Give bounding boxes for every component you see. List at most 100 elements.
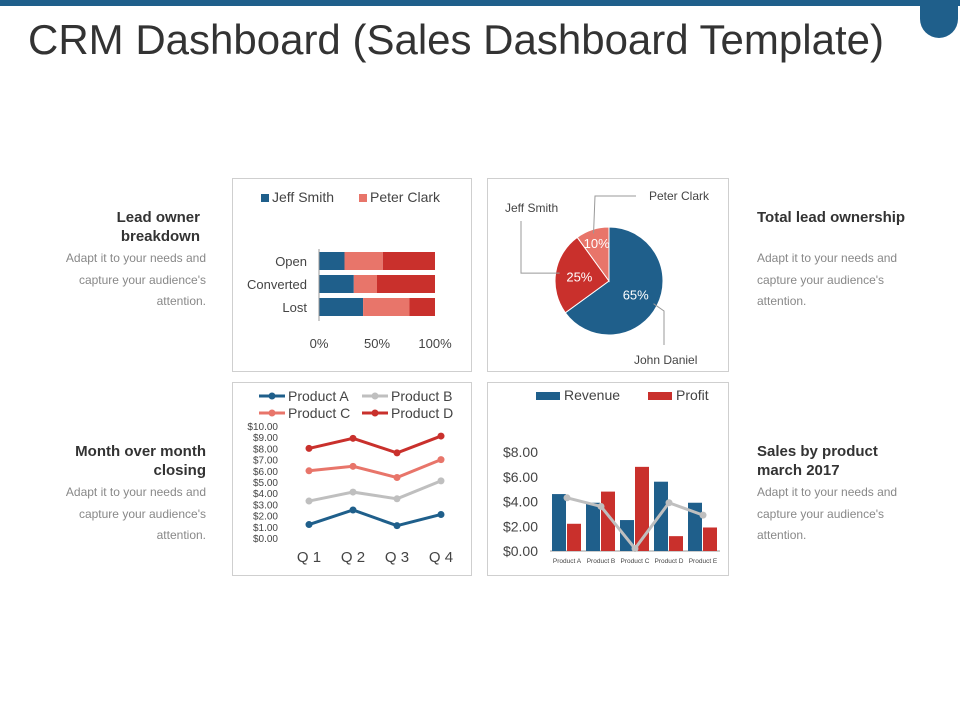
y-tick-label: $9.00 [253,433,278,444]
bar [654,481,668,551]
y-tick-label: $10.00 [247,422,278,433]
legend-marker [268,409,276,417]
sales-product-heading: Sales by product march 2017 [757,443,878,479]
y-tick-label: $2.00 [253,512,278,523]
series-line [308,458,442,480]
bar-segment [382,252,435,270]
series-line [308,479,442,503]
legend-marker [371,392,379,400]
x-tick-label: Q 1 [297,549,321,566]
bar [669,536,683,551]
bar [586,502,600,551]
month-closing-chart-panel: Product A Product B Product C Product D $0.0… [232,382,472,576]
data-point [305,521,313,529]
bar [703,527,717,551]
month-closing-heading: Month over month closing [75,443,206,478]
lead-owner-text: Adapt it to your needs and capture your … [65,251,206,308]
bar-segment [319,275,354,293]
data-point [597,502,605,510]
x-tick-label: 50% [364,336,390,351]
y-tick-label: $7.00 [253,456,278,467]
x-tick-label: Q 3 [385,549,409,566]
y-tick-label: $5.00 [253,478,278,489]
x-tick-label: 0% [310,336,329,351]
total-lead-text: Adapt it to your needs and capture your … [757,251,898,308]
y-tick-label: $2.00 [503,518,538,534]
legend-swatch [261,194,269,202]
bar-segment [353,275,377,293]
legend-swatch [648,392,672,400]
legend-label: Product B [391,388,452,404]
category-label: Open [275,254,307,269]
top-accent-bar [0,0,960,6]
data-point [393,449,401,457]
total-lead-pie-chart: 65% 25% 10% John Daniel Jeff Smith Peter Clar… [505,189,710,367]
category-label: Converted [247,277,307,292]
legend-swatch [359,194,367,202]
x-tick-label: 100% [418,336,452,351]
pie-slice [564,226,664,336]
pie-value-label: 65% [623,288,649,303]
bar-segment [363,298,410,316]
month-closing-text: Adapt it to your needs and capture your … [65,485,206,542]
y-tick-label: $8.00 [503,444,538,460]
series-line [308,434,442,455]
legend-label: Profit [676,387,709,403]
x-tick-label: Product C [621,558,650,565]
y-tick-label: $0.00 [253,534,278,545]
total-lead-heading: Total lead ownership [757,209,906,226]
data-point [665,499,673,507]
sales-product-text: Adapt it to your needs and capture your … [757,485,898,542]
bar [552,494,566,551]
leader-line [653,303,665,345]
pie-category-label: John Daniel [634,353,697,367]
y-tick-label: $1.00 [253,523,278,534]
pie-value-label: 25% [566,269,592,284]
bar-segment [377,275,435,293]
series-line [308,508,442,528]
data-point [699,511,707,519]
data-point [393,522,401,530]
category-label: Lost [282,300,307,315]
leader-line [520,221,560,274]
data-point [631,545,639,553]
bar-segment [409,298,435,316]
bar-segment [319,252,345,270]
legend-swatch [536,392,560,400]
data-point [563,494,571,502]
legend-label: Product C [288,405,350,421]
legend-label: Product A [288,388,349,404]
bar [635,466,649,551]
legend-marker [371,409,379,417]
y-tick-label: $4.00 [503,494,538,510]
data-point [305,467,313,475]
data-point [305,444,313,452]
lead-owner-chart-panel: Jeff Smith Peter Clark Open Converted Lost 0%… [232,178,472,372]
legend-label: Revenue [564,387,620,403]
sales-product-combo-chart: Revenue Profit $0.00 $2.00 $4.00 $6.00 $8.00 Pr… [503,387,720,565]
pie-slice [554,236,610,314]
pie-value-label: 10% [584,236,610,251]
y-tick-label: $8.00 [253,444,278,455]
x-tick-label: Product B [587,558,616,565]
data-point [437,477,445,485]
total-lead-chart-panel: 65% 25% 10% John Daniel Jeff Smith Peter Clar… [487,178,729,372]
leader-line [593,195,636,234]
lead-owner-stacked-bar-chart: Jeff Smith Peter Clark Open Converted Lost 0%… [247,189,452,351]
data-point [393,495,401,503]
x-tick-label: Q 2 [341,549,365,566]
pie-category-label: Jeff Smith [505,201,558,215]
x-tick-label: Product A [553,558,582,565]
y-tick-label: $0.00 [503,543,538,559]
page-title: CRM Dashboard (Sales Dashboard Template) [28,16,884,63]
y-tick-label: $3.00 [253,500,278,511]
y-tick-label: $6.00 [503,469,538,485]
legend-label: Product D [391,405,453,421]
bar-segment [319,298,364,316]
data-point [349,434,357,442]
corner-tab-decoration [920,0,958,38]
lead-owner-heading: Lead owner breakdown [116,209,200,245]
bar [567,523,581,551]
sales-product-chart-panel: Revenue Profit $0.00 $2.00 $4.00 $6.00 $8.00 Pr… [487,382,729,576]
legend-marker [268,392,276,400]
